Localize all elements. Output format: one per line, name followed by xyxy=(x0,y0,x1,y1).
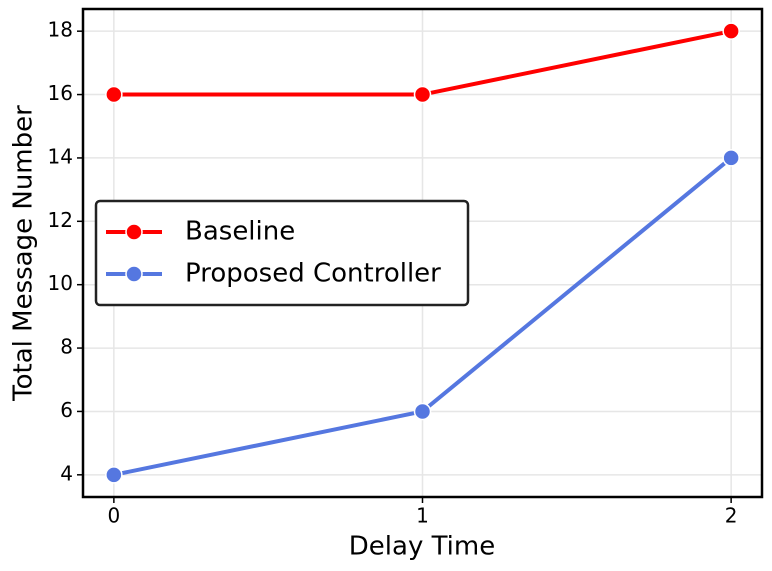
y-tick-label: 14 xyxy=(48,144,73,168)
y-tick-label: 18 xyxy=(48,18,73,42)
y-tick-label: 8 xyxy=(60,335,73,359)
x-axis-label: Delay Time xyxy=(349,532,495,562)
y-axis-label: Total Message Number xyxy=(9,105,39,402)
legend-marker xyxy=(125,265,143,283)
point xyxy=(413,85,432,104)
legend-label: Proposed Controller xyxy=(185,259,441,289)
x-tick-label: 1 xyxy=(416,504,429,528)
legend-box xyxy=(94,199,470,307)
legend: Baseline Proposed Controller xyxy=(94,199,470,307)
point xyxy=(105,85,123,104)
legend-label: Baseline xyxy=(185,217,295,247)
point xyxy=(722,22,740,40)
y-tick-label: 16 xyxy=(48,81,73,105)
x-tick-label: 2 xyxy=(725,504,738,528)
y-tick-label: 4 xyxy=(60,461,73,485)
point xyxy=(413,402,432,421)
point xyxy=(722,149,740,167)
legend-marker xyxy=(125,223,143,241)
y-tick-label: 10 xyxy=(48,271,73,295)
y-tick-label: 12 xyxy=(48,208,73,232)
point xyxy=(105,466,123,484)
y-tick-label: 6 xyxy=(60,398,73,422)
plot-frame xyxy=(81,7,764,499)
x-tick-label: 0 xyxy=(107,504,120,528)
